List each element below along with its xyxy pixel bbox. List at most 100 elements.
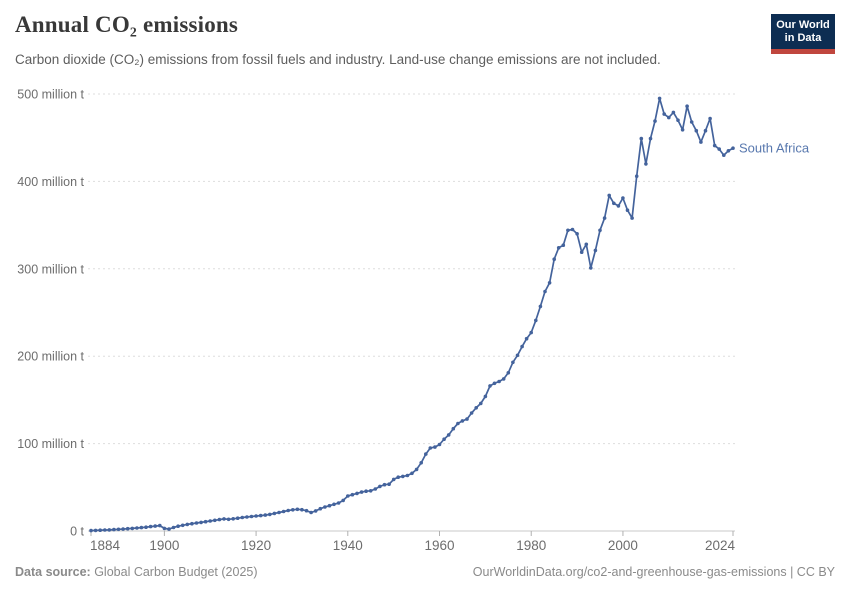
data-point[interactable] [552, 257, 556, 261]
data-point[interactable] [359, 490, 364, 494]
data-point[interactable] [171, 525, 176, 530]
data-point[interactable] [689, 120, 694, 124]
data-point[interactable] [313, 509, 318, 513]
data-point[interactable] [634, 174, 639, 178]
data-point[interactable] [295, 507, 300, 512]
data-point[interactable] [506, 371, 511, 375]
data-point[interactable] [566, 228, 570, 233]
data-point[interactable] [121, 527, 125, 531]
data-point[interactable] [387, 482, 391, 487]
data-point[interactable] [469, 411, 474, 415]
data-point[interactable] [667, 115, 671, 120]
data-point[interactable] [272, 511, 277, 516]
data-point[interactable] [286, 508, 291, 513]
emissions-line[interactable] [90, 97, 734, 532]
data-point[interactable] [694, 128, 699, 133]
data-point[interactable] [217, 517, 222, 522]
data-point[interactable] [378, 484, 382, 489]
data-point[interactable] [190, 521, 194, 526]
data-point[interactable] [538, 304, 543, 309]
data-point[interactable] [621, 196, 625, 200]
data-point[interactable] [446, 433, 451, 437]
credit-link[interactable]: OurWorldinData.org/co2-and-greenhouse-ga… [472, 565, 835, 579]
data-point[interactable] [268, 512, 272, 517]
data-point[interactable] [176, 524, 180, 528]
emissions-chart[interactable]: 0 t 100 million t 200 million t 300 million… [0, 80, 850, 560]
data-point[interactable] [116, 527, 121, 532]
data-point[interactable] [373, 487, 378, 491]
data-point[interactable] [547, 281, 552, 285]
data-point[interactable] [630, 216, 634, 220]
data-point[interactable] [350, 492, 355, 497]
data-point[interactable] [222, 517, 226, 521]
data-point[interactable] [437, 442, 442, 447]
data-point[interactable] [456, 421, 460, 426]
series-south-africa[interactable]: South Africa [89, 96, 810, 533]
data-point[interactable] [180, 523, 185, 528]
data-point[interactable] [653, 119, 657, 123]
data-point[interactable] [258, 513, 263, 518]
data-point[interactable] [208, 519, 212, 523]
data-point[interactable] [364, 489, 368, 494]
data-point[interactable] [561, 243, 566, 247]
data-point[interactable] [579, 250, 584, 254]
data-point[interactable] [130, 526, 135, 531]
series-label[interactable]: South Africa [739, 141, 810, 156]
data-point[interactable] [460, 419, 465, 423]
data-point[interactable] [570, 227, 575, 232]
data-point[interactable] [245, 515, 249, 519]
data-point[interactable] [556, 246, 561, 250]
data-point[interactable] [648, 136, 653, 141]
data-point[interactable] [428, 446, 433, 450]
data-point[interactable] [103, 528, 107, 532]
data-point[interactable] [323, 505, 327, 509]
data-point[interactable] [291, 508, 295, 512]
data-point[interactable] [125, 526, 130, 531]
data-point[interactable] [598, 228, 602, 233]
data-point[interactable] [479, 401, 483, 406]
data-point[interactable] [318, 506, 323, 511]
data-point[interactable] [199, 520, 203, 525]
data-point[interactable] [148, 524, 153, 529]
data-point[interactable] [451, 426, 456, 431]
data-point[interactable] [607, 193, 611, 198]
data-point[interactable] [442, 437, 446, 442]
data-point[interactable] [167, 527, 171, 531]
data-point[interactable] [341, 498, 346, 503]
data-point[interactable] [240, 515, 245, 520]
data-point[interactable] [235, 516, 240, 520]
data-point[interactable] [644, 162, 648, 166]
data-point[interactable] [529, 330, 533, 335]
data-point[interactable] [107, 528, 112, 532]
data-point[interactable] [231, 517, 235, 521]
data-point[interactable] [401, 474, 405, 479]
data-point[interactable] [501, 377, 506, 381]
data-point[interactable] [492, 381, 497, 386]
data-point[interactable] [474, 406, 479, 410]
data-point[interactable] [368, 489, 373, 493]
data-point[interactable] [254, 514, 258, 518]
data-point[interactable] [346, 494, 350, 498]
data-point[interactable] [593, 248, 598, 253]
data-point[interactable] [89, 528, 93, 533]
data-point[interactable] [304, 508, 309, 513]
data-point[interactable] [336, 501, 341, 505]
data-point[interactable] [185, 522, 190, 527]
data-point[interactable] [584, 242, 589, 247]
data-point[interactable] [712, 143, 717, 148]
data-point[interactable] [731, 146, 735, 150]
data-point[interactable] [277, 510, 281, 515]
data-point[interactable] [717, 147, 721, 151]
data-point[interactable] [612, 201, 616, 206]
data-point[interactable] [625, 208, 630, 212]
data-point[interactable] [589, 266, 593, 270]
data-point[interactable] [708, 116, 712, 121]
data-point[interactable] [433, 445, 437, 449]
data-point[interactable] [332, 502, 336, 507]
data-point[interactable] [226, 517, 231, 522]
data-point[interactable] [543, 289, 547, 294]
data-point[interactable] [424, 452, 428, 456]
data-point[interactable] [685, 104, 689, 108]
data-point[interactable] [520, 344, 524, 349]
data-point[interactable] [534, 318, 538, 323]
